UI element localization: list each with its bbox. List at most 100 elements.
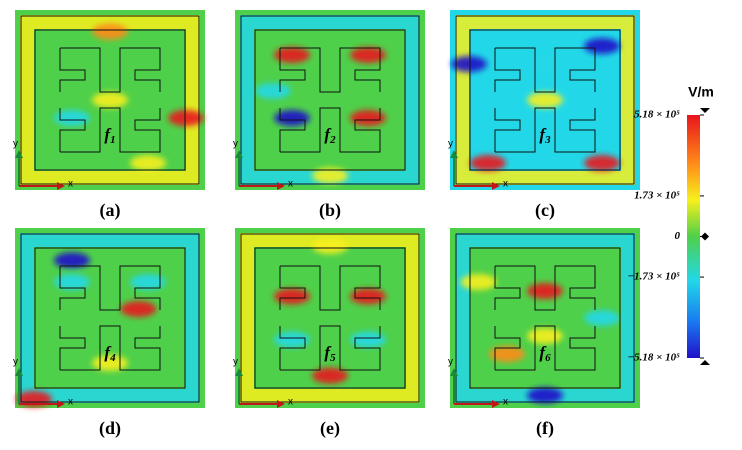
- resonator: [279, 265, 381, 311]
- hotspot: [130, 155, 166, 171]
- hotspot: [312, 367, 348, 384]
- hotspot: [130, 274, 166, 290]
- hotspot: [527, 387, 563, 404]
- frequency-label: f1: [104, 125, 115, 146]
- colorbar-marker: [700, 360, 710, 365]
- axis-label-y: y: [448, 357, 453, 368]
- hotspot: [92, 23, 128, 40]
- axis-label-y: y: [233, 357, 238, 368]
- colorbar-tick-label: −1.73 × 10⁵: [627, 271, 680, 283]
- panel-label: (c): [535, 200, 555, 221]
- colorbar-tick-label: 1.73 × 10⁵: [634, 189, 680, 201]
- field-background: [235, 10, 425, 190]
- field-panel: f2 y x: [233, 10, 425, 190]
- hotspot: [470, 155, 506, 171]
- hotspot: [350, 47, 386, 63]
- field-hotspots: [54, 23, 204, 171]
- frequency-label: f5: [324, 343, 336, 364]
- freq-symbol: f: [539, 125, 547, 144]
- freq-index: 5: [330, 352, 336, 364]
- axis-label-x: x: [503, 397, 508, 408]
- arrowhead: [492, 400, 500, 408]
- hotspot: [527, 328, 563, 344]
- hotspot: [489, 346, 525, 362]
- freq-symbol: f: [539, 343, 547, 362]
- hotspot: [584, 38, 620, 54]
- resonator: [59, 107, 161, 153]
- field-panels: f1yx(a)f2yx(b)f3yx(c)f4yx(d)f5yx(e)f6yx(…: [13, 10, 640, 439]
- freq-index: 1: [110, 134, 116, 146]
- outline: [254, 247, 406, 389]
- panel-label: (b): [319, 200, 341, 221]
- outline: [240, 15, 420, 185]
- hotspot: [255, 83, 291, 99]
- hotspot: [274, 288, 310, 305]
- resonator: [494, 47, 596, 93]
- arrowhead: [15, 368, 23, 376]
- resonator: [59, 47, 161, 93]
- resonator: [494, 107, 596, 153]
- frame-band: [20, 233, 200, 403]
- arrowhead: [277, 182, 285, 190]
- hotspot: [451, 56, 487, 72]
- field-panel: f1 y x: [13, 10, 205, 190]
- resonator: [279, 47, 381, 93]
- freq-symbol: f: [324, 343, 332, 362]
- resonator: [59, 325, 161, 371]
- hotspot: [350, 110, 386, 126]
- panel-label: (a): [100, 200, 121, 221]
- freq-symbol: f: [324, 125, 332, 144]
- hotspot: [350, 288, 386, 305]
- freq-index: 2: [329, 134, 336, 146]
- field-hotspots: [255, 47, 386, 184]
- arrowhead: [492, 182, 500, 190]
- field-hotspots: [451, 38, 620, 171]
- freq-symbol: f: [104, 343, 112, 362]
- field-hotspots: [274, 238, 386, 384]
- frequency-label: f6: [539, 343, 551, 364]
- outline: [34, 29, 186, 171]
- freq-index: 6: [545, 352, 551, 364]
- axis-label-x: x: [288, 179, 293, 190]
- colorbar-marker: [700, 108, 710, 113]
- hotspot: [92, 355, 128, 371]
- arrowhead: [277, 400, 285, 408]
- outline: [469, 247, 621, 389]
- outline: [455, 233, 635, 403]
- panel-label: (f): [536, 418, 554, 439]
- colorbar-unit: V/m: [688, 84, 714, 100]
- axis-label-y: y: [233, 139, 238, 150]
- hotspot: [527, 92, 563, 108]
- axis-label-y: y: [448, 139, 453, 150]
- field-background: [15, 228, 205, 408]
- resonator: [279, 325, 381, 371]
- arrowhead: [57, 400, 65, 408]
- axis-label-y: y: [13, 139, 18, 150]
- axis-label-x: x: [288, 397, 293, 408]
- hotspot: [274, 331, 310, 348]
- field-panel: f5 y x: [233, 228, 425, 408]
- hotspot: [584, 310, 620, 326]
- resonator: [494, 265, 596, 311]
- axis-label-x: x: [503, 179, 508, 190]
- arrowhead: [57, 182, 65, 190]
- axis-label-y: y: [13, 357, 18, 368]
- arrowhead: [15, 150, 23, 158]
- resonator: [494, 325, 596, 371]
- colorbar-gradient: [687, 115, 700, 358]
- panel-label: (e): [320, 418, 340, 439]
- hotspot: [527, 283, 563, 299]
- hotspot: [54, 274, 90, 290]
- axis-label-x: x: [68, 397, 73, 408]
- field-panel: f4 y x: [13, 228, 205, 408]
- axis-label-x: x: [68, 179, 73, 190]
- colorbar: V/m 5.18 × 10⁵ 1.73 × 10⁵ 0 −1.73 × 10⁵ −5.1…: [627, 84, 714, 365]
- hotspot: [527, 56, 563, 72]
- colorbar-tick-label: −5.18 × 10⁵: [627, 352, 680, 364]
- hotspot: [168, 110, 204, 126]
- frequency-label: f3: [539, 125, 551, 146]
- hotspot: [312, 167, 348, 184]
- outline: [455, 15, 635, 185]
- hotspot: [460, 274, 497, 290]
- resonator: [279, 107, 381, 153]
